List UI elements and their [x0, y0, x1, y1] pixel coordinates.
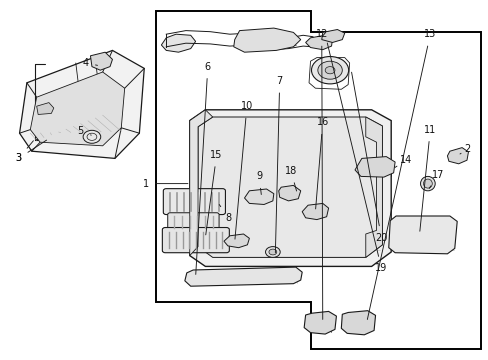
Text: 9: 9 [256, 171, 262, 194]
Polygon shape [189, 110, 212, 256]
Text: 4: 4 [82, 58, 97, 68]
Polygon shape [365, 117, 382, 257]
Text: 20: 20 [351, 72, 387, 243]
Polygon shape [37, 103, 54, 114]
Text: 7: 7 [275, 76, 282, 253]
Polygon shape [244, 189, 273, 204]
Text: 11: 11 [419, 125, 436, 231]
Polygon shape [341, 311, 375, 335]
Text: 5: 5 [78, 126, 91, 136]
Polygon shape [161, 34, 195, 52]
Polygon shape [447, 148, 468, 164]
Circle shape [317, 61, 342, 79]
Polygon shape [321, 30, 344, 42]
FancyBboxPatch shape [163, 189, 225, 215]
Circle shape [325, 67, 334, 74]
Text: 18: 18 [284, 166, 297, 191]
Polygon shape [189, 110, 390, 266]
Polygon shape [302, 203, 328, 220]
Polygon shape [184, 267, 302, 286]
Text: 13: 13 [366, 29, 436, 319]
Text: 2: 2 [459, 144, 469, 154]
Circle shape [311, 57, 348, 84]
Polygon shape [233, 28, 300, 52]
FancyBboxPatch shape [162, 228, 229, 253]
Text: 3: 3 [16, 141, 33, 163]
Polygon shape [198, 117, 382, 257]
Polygon shape [90, 52, 112, 70]
Text: 19: 19 [326, 43, 387, 273]
Polygon shape [305, 35, 332, 50]
Text: 14: 14 [394, 155, 411, 167]
Polygon shape [354, 157, 394, 177]
Text: 15: 15 [205, 150, 223, 235]
Text: 16: 16 [315, 117, 328, 209]
Text: 17: 17 [428, 170, 443, 188]
Text: 6: 6 [195, 62, 210, 274]
Text: 12: 12 [315, 29, 327, 319]
Polygon shape [155, 11, 480, 349]
Polygon shape [30, 72, 124, 146]
Polygon shape [224, 234, 249, 248]
Polygon shape [304, 311, 336, 334]
Ellipse shape [420, 176, 434, 191]
Circle shape [83, 130, 101, 143]
Ellipse shape [423, 179, 431, 188]
Circle shape [265, 247, 280, 257]
Text: 1: 1 [142, 179, 187, 189]
Polygon shape [278, 185, 300, 201]
Text: 3: 3 [16, 140, 46, 163]
Polygon shape [388, 216, 456, 254]
Text: 8: 8 [219, 204, 231, 223]
FancyBboxPatch shape [167, 213, 219, 231]
Text: 10: 10 [235, 101, 253, 239]
Polygon shape [20, 50, 144, 158]
Circle shape [268, 249, 276, 255]
